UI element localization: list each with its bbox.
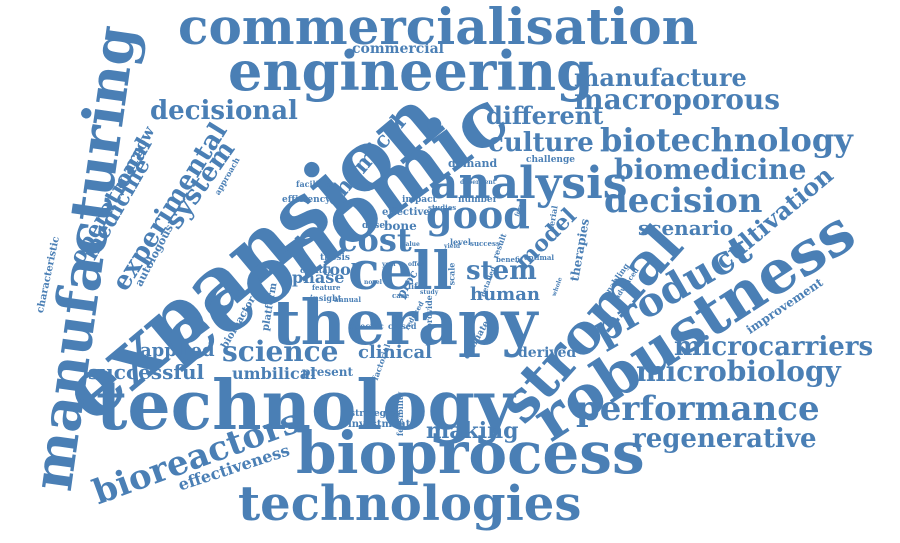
cloud-word: feature xyxy=(312,283,341,292)
cloud-word: microbiology xyxy=(636,355,841,388)
cloud-word: studies xyxy=(428,203,457,212)
cloud-word: microcarriers xyxy=(674,332,874,362)
cloud-word: value xyxy=(402,241,420,248)
cloud-word: year xyxy=(382,261,397,268)
cloud-word: novel xyxy=(364,279,382,286)
cloud-word: thesis xyxy=(320,253,350,263)
cloud-word: number xyxy=(458,195,498,205)
cloud-word: study xyxy=(420,289,439,296)
cloud-word: efficiency xyxy=(282,195,331,205)
cloud-word: scenario xyxy=(638,216,734,240)
cloud-word: cost xyxy=(338,221,412,259)
cloud-word: therapy xyxy=(272,286,538,359)
cloud-word: insight xyxy=(310,293,342,303)
cloud-word: provide xyxy=(423,295,434,329)
cloud-word: making xyxy=(426,418,519,444)
cloud-word: feasibility xyxy=(395,391,406,437)
cloud-word: specific xyxy=(350,321,384,331)
cloud-word: manufacture xyxy=(574,63,747,92)
cloud-word: success xyxy=(470,239,500,248)
cloud-word: decision xyxy=(604,181,763,221)
cloud-word: bone xyxy=(384,219,417,233)
cloud-word: benefit xyxy=(496,255,524,264)
cloud-word: capital xyxy=(300,265,331,275)
cloud-word: performance xyxy=(576,389,820,429)
cloud-word: tool xyxy=(322,260,357,279)
cloud-word: bioprocess xyxy=(296,419,645,487)
cloud-word: stem xyxy=(466,256,537,286)
cloud-word: successful xyxy=(88,360,205,384)
cloud-word: whole xyxy=(550,276,564,298)
cloud-word: challenge xyxy=(526,155,575,165)
cloud-word: optimal xyxy=(524,253,555,262)
cloud-word: strategies xyxy=(350,409,401,419)
cloud-word: commercialisation xyxy=(178,0,698,56)
cloud-word: technologies xyxy=(238,476,582,532)
cloud-word: closed xyxy=(388,321,417,331)
cloud-word: impact xyxy=(402,195,437,205)
cloud-word: present xyxy=(302,365,354,379)
cloud-word: regenerative xyxy=(632,424,817,454)
cloud-word: investment xyxy=(348,419,411,430)
cloud-word: analysis xyxy=(430,158,628,209)
cloud-word: case xyxy=(392,291,410,300)
cloud-word: science xyxy=(222,335,339,368)
cloud-word: dependent xyxy=(460,179,496,186)
cloud-word: decisional xyxy=(150,96,298,126)
cloud-word: different xyxy=(486,101,604,130)
cloud-word: life xyxy=(408,281,423,291)
cloud-word: applied xyxy=(140,340,215,361)
cloud-word: technology xyxy=(96,366,515,446)
cloud-word: human xyxy=(470,284,540,305)
cloud-word: commercial xyxy=(352,41,445,57)
cloud-word: derived xyxy=(518,345,577,361)
cloud-word: good xyxy=(426,192,530,237)
cloud-word: level xyxy=(450,237,471,247)
cloud-word: dose xyxy=(362,221,386,231)
cloud-word: demand xyxy=(448,157,498,170)
cloud-word: clinical xyxy=(358,342,433,363)
cloud-word: annual xyxy=(334,295,361,304)
cloud-word: umbilical xyxy=(232,364,317,383)
cloud-word: facilities xyxy=(296,179,335,189)
cloud-word: biotechnology xyxy=(600,121,853,159)
cloud-word: biomedicine xyxy=(614,153,807,186)
cloud-word: engineering xyxy=(228,39,594,103)
cloud-word: yield xyxy=(444,243,461,250)
cloud-word: macroporous xyxy=(574,83,781,116)
cloud-word: cell xyxy=(348,241,453,302)
cloud-word: culture xyxy=(488,128,594,158)
cloud-word: offer xyxy=(408,261,424,268)
cloud-word: effective xyxy=(382,207,430,218)
cloud-word: scale xyxy=(446,262,457,286)
cloud-word: phase xyxy=(292,268,345,287)
